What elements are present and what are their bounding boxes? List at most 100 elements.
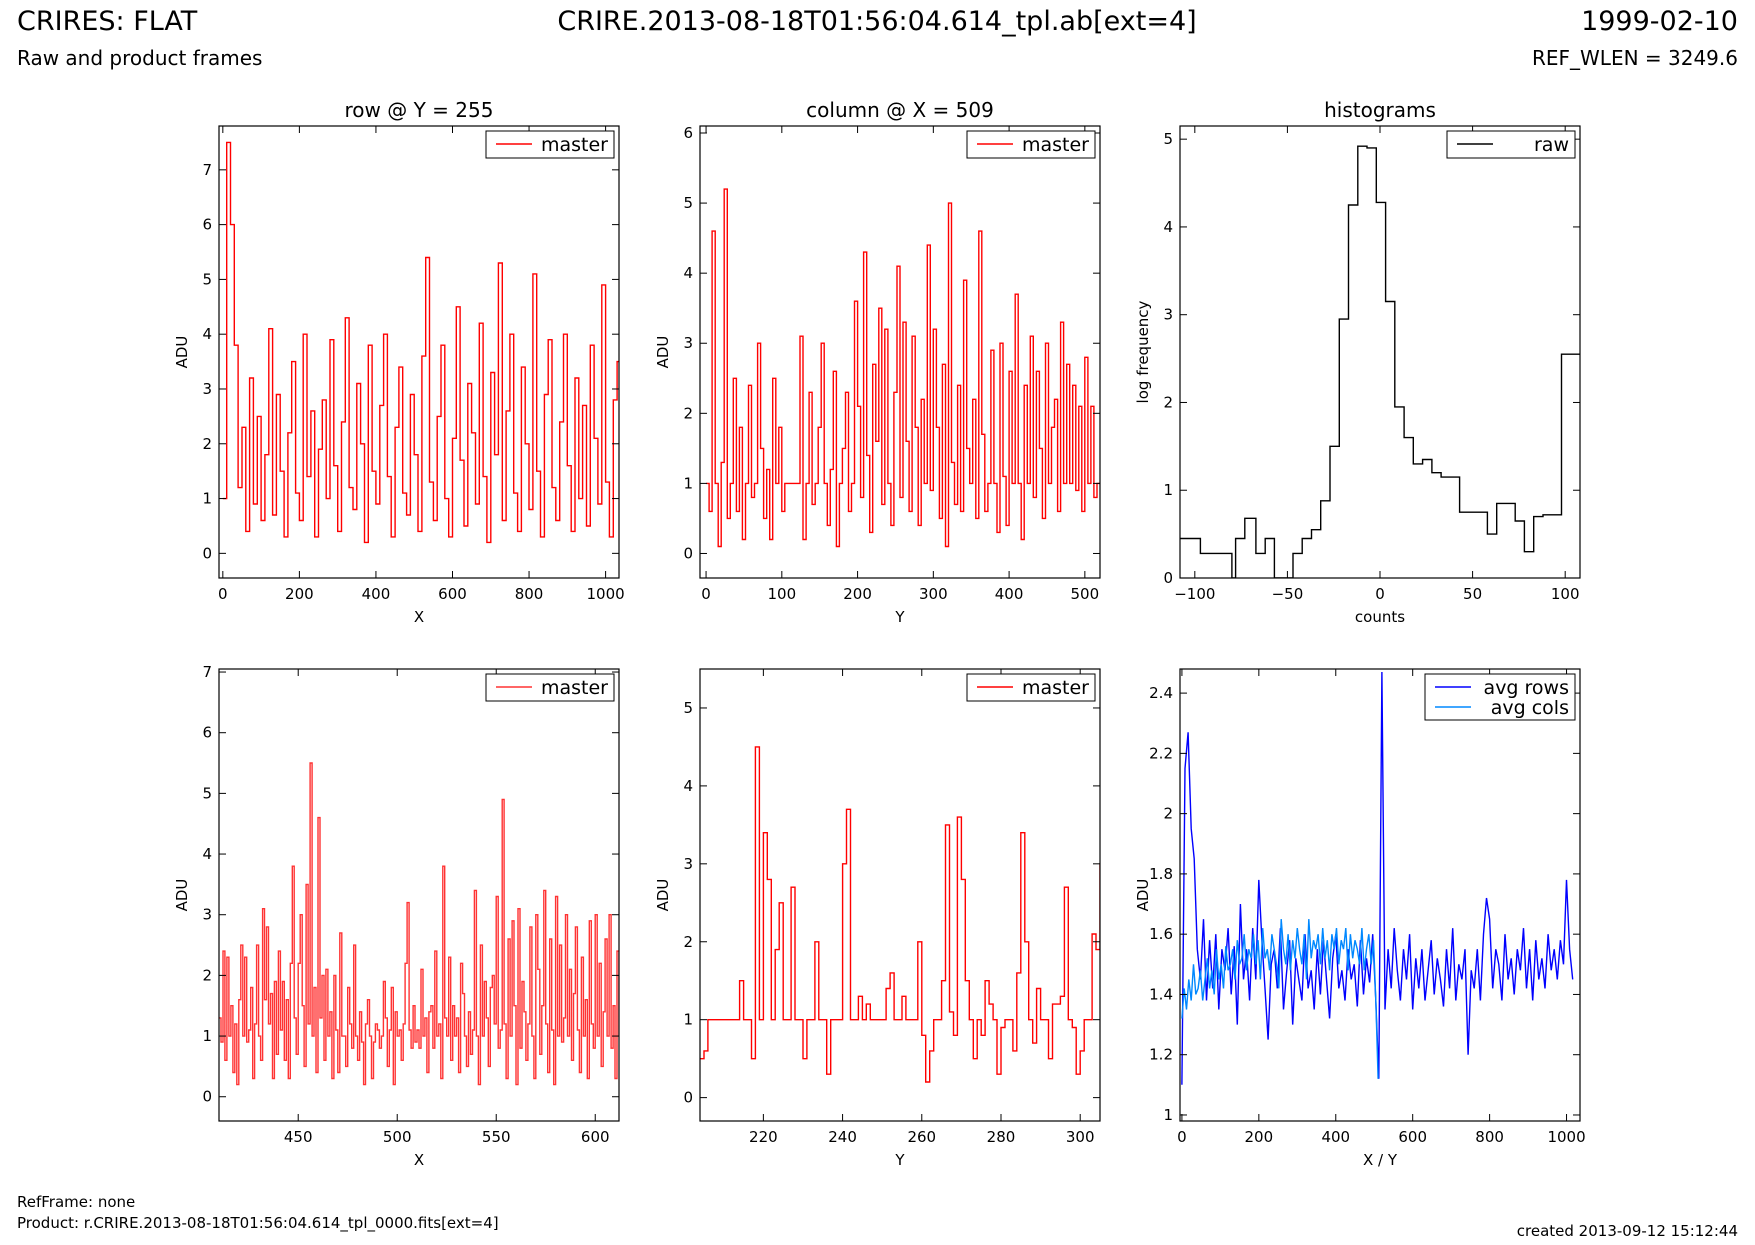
file-name: CRIRE.2013-08-18T01:56:04.614_tpl.ab[ext…	[557, 6, 1197, 37]
x-tick-label: −50	[1272, 585, 1304, 603]
legend-label: master	[541, 677, 608, 699]
x-tick-label: 100	[767, 585, 796, 603]
report-title: CRIRES: FLAT	[17, 6, 198, 37]
y-tick-label: 7	[202, 161, 212, 179]
y-tick-label: 1	[202, 490, 212, 508]
series-group	[222, 141, 619, 544]
x-tick-label: 1000	[1547, 1128, 1585, 1146]
legend-label: avg rows	[1484, 677, 1569, 699]
x-axis-label: Y	[894, 1151, 905, 1169]
x-tick-label: 300	[919, 585, 948, 603]
x-tick-label: 800	[515, 585, 544, 603]
legend-label: master	[1022, 134, 1089, 156]
ref-wlen: REF_WLEN = 3249.6	[1531, 46, 1738, 70]
series-line-master	[222, 141, 619, 544]
chart-panel-1: 0 200 400 600 800 1000 0 1 2 3 4 5 6 7 X ADU row @ Y = 2…	[173, 98, 625, 626]
y-tick-label: 2.4	[1149, 684, 1173, 702]
x-tick-label: 300	[1066, 1128, 1095, 1146]
legend-box	[1424, 673, 1576, 721]
series-line-raw	[1180, 145, 1580, 578]
chart-panel-3: −100 −50 0 50 100 0 1 2 3 4 5 counts log frequency hi…	[1134, 98, 1581, 626]
x-tick-label: 220	[749, 1128, 778, 1146]
y-tick-label: 1	[683, 474, 693, 492]
series-line-master	[219, 762, 619, 1086]
x-axis-label: Y	[894, 608, 905, 626]
y-tick-label: 6	[202, 724, 212, 742]
legend: raw	[1446, 130, 1576, 159]
legend: master	[966, 130, 1096, 159]
y-tick-label: 0	[202, 1088, 212, 1106]
series-group	[706, 188, 1100, 548]
created-timestamp: created 2013-09-12 15:12:44	[1516, 1222, 1738, 1240]
x-tick-label: 240	[828, 1128, 857, 1146]
y-tick-label: 2	[683, 933, 693, 951]
y-tick-label: 3	[202, 380, 212, 398]
x-axis-label: counts	[1355, 608, 1405, 626]
y-tick-label: 1.6	[1149, 925, 1173, 943]
legend-label: master	[541, 134, 608, 156]
plot-frame	[1179, 125, 1581, 579]
series-line-avg-cols	[1181, 919, 1379, 1079]
x-tick-label: 800	[1475, 1128, 1504, 1146]
chart-panel-5: 220 240 260 280 300 0 1 2 3 4 5 Y ADU master	[654, 668, 1101, 1169]
x-axis-label: X / Y	[1363, 1151, 1398, 1169]
y-tick-label: 5	[202, 784, 212, 802]
y-tick-label: 5	[683, 699, 693, 717]
chart-panel-6: 0 200 400 600 800 1000 1 1.2 1.4 1.6 1.8 2 2.2 2.4 X /…	[1134, 668, 1586, 1169]
x-tick-label: 500	[1071, 585, 1100, 603]
y-tick-label: 1	[202, 1027, 212, 1045]
legend: master	[966, 673, 1096, 702]
ref-frame-note: RefFrame: none	[17, 1193, 136, 1211]
y-tick-label: 3	[683, 334, 693, 352]
x-tick-label: 100	[1551, 585, 1580, 603]
y-axis-label: ADU	[173, 879, 191, 912]
legend-label: raw	[1534, 134, 1569, 156]
y-tick-label: 1	[1163, 1106, 1173, 1124]
y-tick-label: 1.2	[1149, 1046, 1173, 1064]
y-tick-label: 3	[683, 855, 693, 873]
series-line-master	[706, 188, 1100, 548]
legend: master	[485, 130, 615, 159]
series-line-avg-rows	[1181, 671, 1574, 1085]
series-line-master	[700, 746, 1100, 1083]
x-tick-label: 400	[1321, 1128, 1350, 1146]
report-subtitle: Raw and product frames	[17, 46, 263, 70]
y-axis-label: ADU	[173, 336, 191, 369]
x-tick-label: −100	[1174, 585, 1215, 603]
x-tick-label: 400	[995, 585, 1024, 603]
y-tick-label: 2	[202, 435, 212, 453]
y-tick-label: 2	[1163, 805, 1173, 823]
chart-panel-4: 450 500 550 600 0 1 2 3 4 5 6 7 X ADU master	[173, 663, 620, 1169]
legend-label: master	[1022, 677, 1089, 699]
x-tick-label: 450	[284, 1128, 313, 1146]
y-tick-label: 0	[1163, 569, 1173, 587]
y-tick-label: 0	[683, 544, 693, 562]
plot-frame	[1179, 668, 1581, 1122]
y-tick-label: 1.4	[1149, 985, 1173, 1003]
y-tick-label: 4	[1163, 218, 1173, 236]
plot-frame	[218, 668, 620, 1122]
y-tick-label: 1	[1163, 481, 1173, 499]
plot-frame	[218, 125, 620, 579]
x-tick-label: 550	[482, 1128, 511, 1146]
x-axis-label: X	[414, 1151, 424, 1169]
plot-frame	[699, 125, 1101, 579]
y-tick-label: 0	[202, 544, 212, 562]
x-tick-label: 200	[1245, 1128, 1274, 1146]
y-tick-label: 1.8	[1149, 865, 1173, 883]
legend-label: avg cols	[1491, 697, 1569, 719]
y-axis-label: ADU	[1134, 879, 1152, 912]
x-tick-label: 0	[218, 585, 228, 603]
series-group	[1181, 671, 1574, 1085]
chart-panel-2: 0 100 200 300 400 500 0 1 2 3 4 5 6 Y ADU column @ X = …	[654, 98, 1101, 626]
y-axis-label: ADU	[654, 336, 672, 369]
chart-title: row @ Y = 255	[345, 98, 494, 122]
y-tick-label: 6	[683, 124, 693, 142]
x-tick-label: 200	[843, 585, 872, 603]
y-tick-label: 2	[1163, 393, 1173, 411]
y-axis-label: log frequency	[1134, 300, 1152, 403]
y-tick-label: 5	[202, 270, 212, 288]
series-group	[1180, 145, 1580, 578]
x-tick-label: 50	[1463, 585, 1482, 603]
